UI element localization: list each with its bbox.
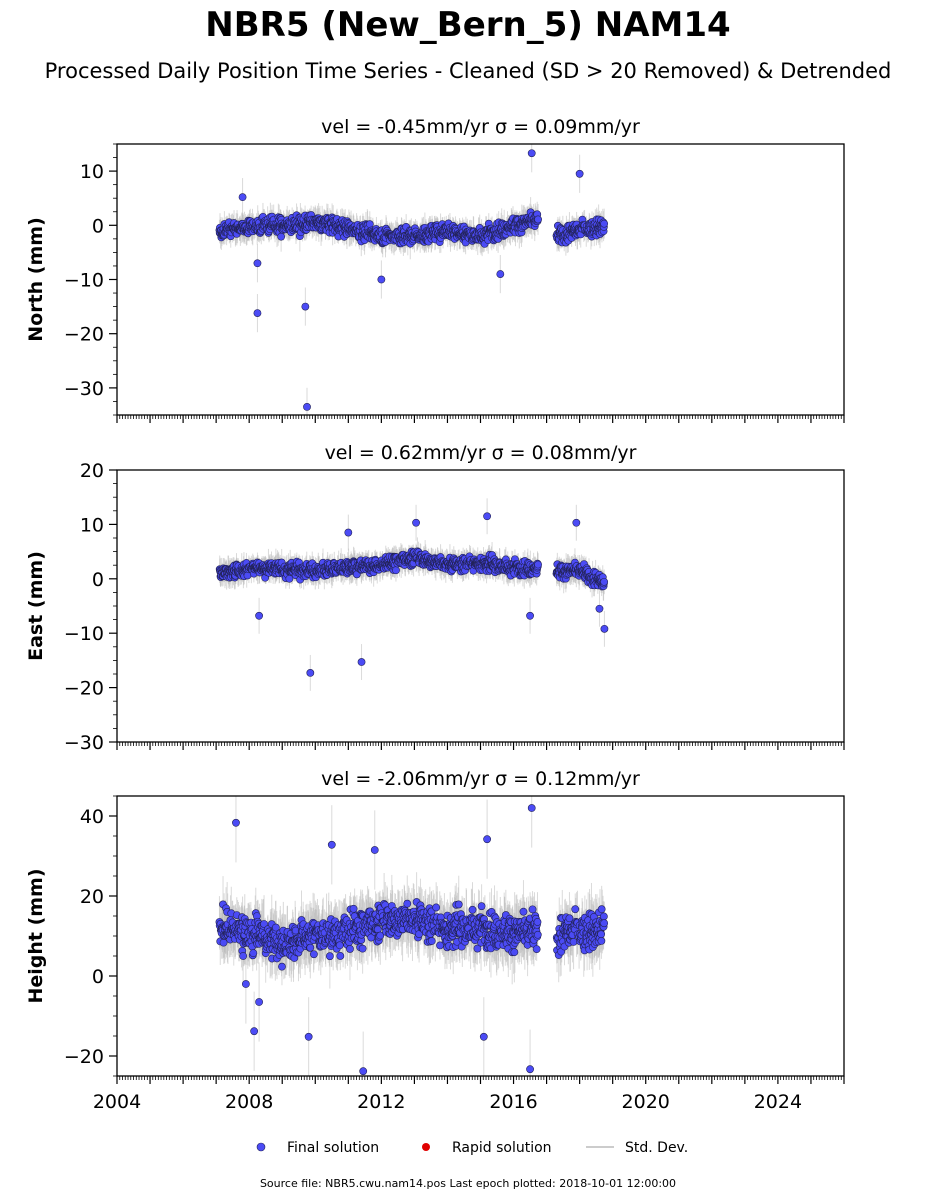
panel-title: vel = -0.45mm/yr σ = 0.09mm/yr [321, 116, 640, 138]
figure-subtitle: Processed Daily Position Time Series - C… [45, 59, 892, 83]
data-point [526, 611, 534, 620]
data-point [253, 259, 262, 268]
data-point [572, 518, 581, 527]
data-point [306, 669, 315, 677]
plot-area [215, 144, 609, 415]
y-axis-label: North (mm) [25, 217, 47, 342]
data-point [595, 604, 604, 613]
plot-frame [116, 143, 845, 416]
data-point [412, 518, 420, 527]
data-point [575, 169, 584, 178]
data-point [534, 215, 542, 224]
figure-title: NBR5 (New_Bern_5) NAM14 [205, 5, 730, 45]
y-tick-label: 10 [80, 514, 104, 536]
y-tick-label: 10 [80, 161, 104, 183]
y-tick-label: −30 [64, 378, 104, 400]
y-tick-label: −20 [64, 324, 104, 346]
north-panel: vel = -0.45mm/yr σ = 0.09mm/yr North (mm)… [25, 116, 845, 423]
y-tick-label: 20 [80, 460, 104, 482]
data-point [285, 574, 294, 583]
data-point [534, 560, 542, 569]
data-point [392, 566, 400, 575]
east-panel: vel = 0.62mm/yr σ = 0.08mm/yr East (mm) 20… [25, 442, 845, 754]
panel-title: vel = 0.62mm/yr σ = 0.08mm/yr [325, 442, 637, 464]
plot-area [215, 498, 609, 691]
data-point [496, 270, 505, 278]
data-point [277, 232, 286, 241]
y-tick-label: −10 [64, 270, 104, 292]
data-point [600, 219, 609, 228]
data-point [483, 512, 492, 521]
y-axis-label: East (mm) [25, 551, 47, 661]
y-tick-label: −10 [64, 623, 104, 645]
plot-frame [116, 469, 845, 743]
data-point [303, 402, 311, 411]
y-tick-label: 0 [92, 215, 104, 237]
data-point [377, 275, 386, 284]
data-point [238, 193, 247, 202]
data-point [253, 309, 262, 318]
data-point [527, 149, 536, 158]
data-point [600, 624, 609, 633]
data-point [344, 528, 353, 537]
y-tick-label: 0 [92, 569, 104, 591]
data-point [600, 577, 609, 586]
data-point [255, 611, 263, 620]
data-point [301, 302, 310, 311]
data-point [357, 658, 366, 666]
